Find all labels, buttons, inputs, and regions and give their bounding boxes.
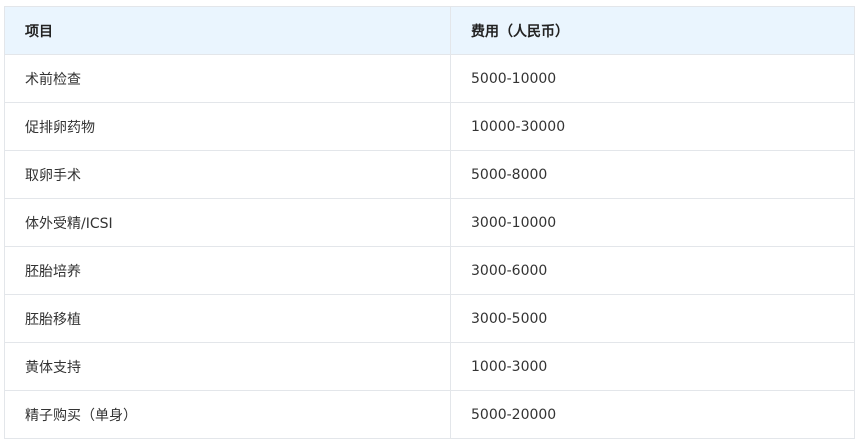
table-header-row: 项目 费用（人民币） xyxy=(4,6,855,55)
item-cell: 黄体支持 xyxy=(4,342,451,391)
table-row: 黄体支持 1000-3000 xyxy=(4,342,855,391)
table-row: 胚胎移植 3000-5000 xyxy=(4,294,855,343)
table-row: 取卵手术 5000-8000 xyxy=(4,150,855,199)
cost-cell: 5000-20000 xyxy=(450,390,855,439)
item-cell: 促排卵药物 xyxy=(4,102,451,151)
cost-cell: 1000-3000 xyxy=(450,342,855,391)
table-row: 术前检查 5000-10000 xyxy=(4,54,855,103)
table-row: 促排卵药物 10000-30000 xyxy=(4,102,855,151)
item-cell: 胚胎培养 xyxy=(4,246,451,295)
table-row: 精子购买（单身） 5000-20000 xyxy=(4,390,855,439)
item-cell: 取卵手术 xyxy=(4,150,451,199)
cost-cell: 10000-30000 xyxy=(450,102,855,151)
cost-table: 项目 费用（人民币） 术前检查 5000-10000 促排卵药物 10000-3000… xyxy=(4,6,855,439)
item-cell: 胚胎移植 xyxy=(4,294,451,343)
header-cost: 费用（人民币） xyxy=(450,6,855,55)
item-cell: 精子购买（单身） xyxy=(4,390,451,439)
cost-cell: 3000-5000 xyxy=(450,294,855,343)
cost-cell: 5000-10000 xyxy=(450,54,855,103)
cost-cell: 3000-10000 xyxy=(450,198,855,247)
cost-cell: 5000-8000 xyxy=(450,150,855,199)
item-cell: 体外受精/ICSI xyxy=(4,198,451,247)
item-cell: 术前检查 xyxy=(4,54,451,103)
table-row: 体外受精/ICSI 3000-10000 xyxy=(4,198,855,247)
table-row: 胚胎培养 3000-6000 xyxy=(4,246,855,295)
header-item: 项目 xyxy=(4,6,451,55)
cost-cell: 3000-6000 xyxy=(450,246,855,295)
